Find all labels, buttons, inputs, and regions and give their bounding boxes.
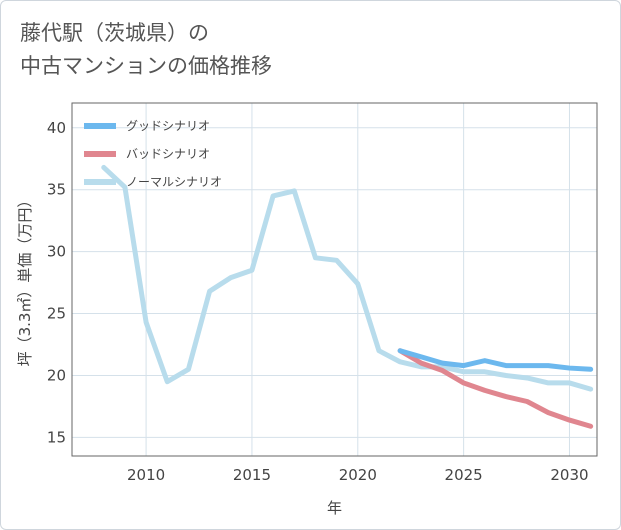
x-tick-label: 2025 [445,466,483,484]
x-tick-labels: 2010 2015 2020 2025 2030 [127,466,589,484]
legend-label: ノーマルシナリオ [126,175,222,189]
y-tick-label: 25 [47,305,66,323]
y-tick-label: 40 [47,119,66,137]
legend-label: バッドシナリオ [126,147,210,161]
chart-title: 藤代駅（茨城県）の 中古マンションの価格推移 [20,17,272,83]
y-tick-label: 15 [47,428,66,446]
legend-label: グッドシナリオ [126,119,210,133]
y-tick-label: 35 [47,181,66,199]
plot-frame [71,102,598,457]
series-group [101,164,594,429]
x-tick-label: 2015 [233,466,271,484]
x-tick-label: 2030 [550,466,588,484]
y-tick-label: 30 [47,243,66,261]
chart-title-line-1: 藤代駅（茨城県）の [20,21,209,45]
y-tick-label: 20 [47,366,66,384]
x-tick-label: 2010 [127,466,165,484]
series-layer [101,164,594,429]
series-line-2 [101,164,594,392]
series-line-0 [397,348,594,372]
series-line-1 [397,348,594,429]
y-tick-labels: 15 20 25 30 35 40 [47,119,66,447]
x-tick-label: 2020 [339,466,377,484]
x-axis-label: 年 [327,499,342,517]
chart-title-line-2: 中古マンションの価格推移 [20,54,272,78]
y-axis-label: 坪（3.3㎡）単価（万円） [16,193,34,367]
